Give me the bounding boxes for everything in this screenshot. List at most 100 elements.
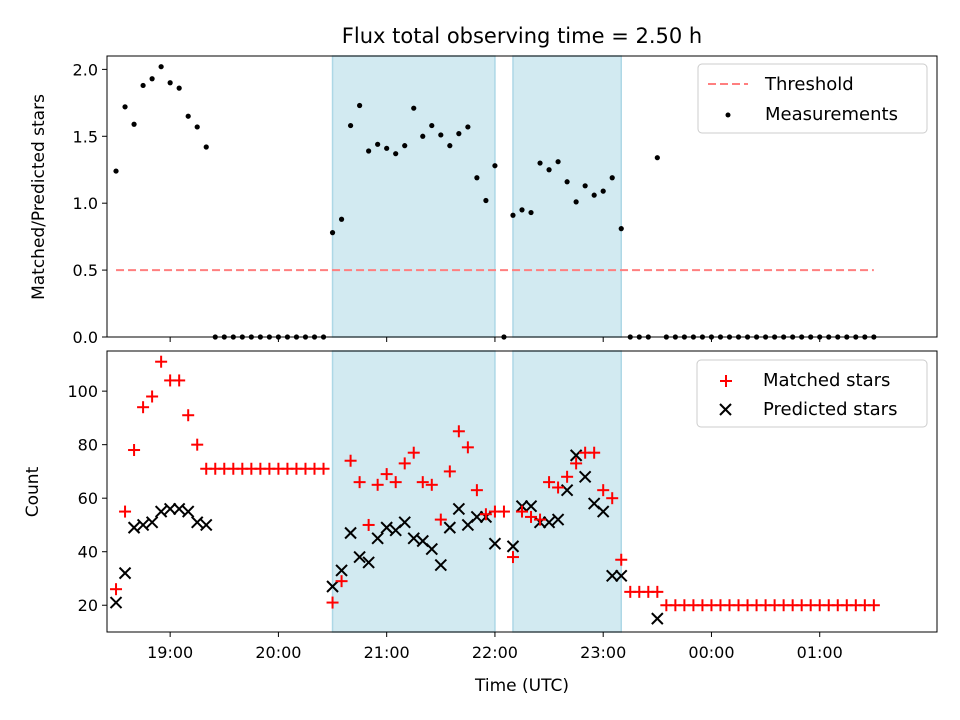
- matched-point: [470, 484, 483, 497]
- y-tick-label: 0.5: [73, 261, 98, 280]
- measurement-point: [582, 183, 588, 189]
- measurement-point: [492, 163, 498, 169]
- predicted-points: [109, 449, 664, 625]
- predicted-point: [127, 521, 141, 534]
- matched-point: [353, 476, 366, 489]
- predicted-point: [145, 516, 159, 529]
- top-observing-bands: [331, 55, 622, 338]
- y-tick-label: 0.0: [73, 328, 98, 347]
- matched-point: [452, 425, 465, 438]
- matched-point: [191, 438, 204, 451]
- matched-point: [182, 409, 195, 422]
- matched-points: [110, 355, 880, 612]
- measurement-point: [338, 216, 345, 222]
- matched-point: [443, 465, 456, 478]
- matched-point: [543, 476, 556, 489]
- measurement-point: [654, 155, 660, 161]
- measurement-point: [618, 226, 624, 232]
- matched-point: [416, 476, 429, 489]
- matched-point: [615, 553, 628, 566]
- matched-point: [155, 355, 168, 368]
- legend-predicted-label: Predicted stars: [763, 399, 897, 420]
- predicted-point: [353, 550, 366, 564]
- predicted-point: [596, 505, 610, 518]
- matched-point: [534, 513, 547, 526]
- top-legend: Threshold Measurements: [697, 63, 928, 134]
- legend-measurements-label: Measurements: [765, 104, 898, 125]
- observing-band: [512, 55, 622, 338]
- predicted-point: [615, 569, 628, 583]
- predicted-point: [524, 500, 538, 513]
- bottom-legend-box: [696, 359, 928, 428]
- matched-point: [561, 470, 574, 483]
- measurement-point: [131, 121, 137, 127]
- matched-point: [867, 599, 880, 612]
- matched-point: [588, 446, 601, 459]
- measurement-point: [564, 179, 570, 185]
- matched-point: [516, 505, 528, 518]
- predicted-point: [163, 502, 177, 516]
- matched-point: [335, 575, 348, 588]
- matched-point: [651, 585, 664, 598]
- predicted-point: [398, 516, 411, 529]
- matched-point: [344, 454, 357, 467]
- predicted-point: [154, 505, 168, 518]
- observing-band: [331, 55, 496, 338]
- measurement-point: [573, 199, 579, 205]
- measurement-point: [194, 124, 200, 130]
- matched-point: [389, 476, 402, 489]
- y-tick-label: 60: [78, 489, 98, 508]
- matched-point: [479, 508, 492, 521]
- matched-point: [362, 518, 375, 531]
- predicted-point: [326, 580, 339, 593]
- bottom-legend: Matched stars Predicted stars: [696, 359, 928, 428]
- predicted-point: [651, 612, 664, 625]
- matched-point: [570, 457, 583, 470]
- matched-point: [128, 444, 141, 457]
- matched-point: [380, 468, 393, 481]
- legend-matched-label: Matched stars: [763, 370, 890, 391]
- bottom-panel: 20 40 60 80 100 19:00 20:00 21:00 22:00 23:00 00:…: [23, 350, 938, 696]
- measurement-point: [537, 160, 543, 166]
- matched-point: [606, 492, 619, 505]
- matched-point: [407, 446, 420, 459]
- predicted-point: [434, 558, 448, 572]
- measurement-point: [357, 102, 363, 109]
- x-tick-label: 20:00: [255, 643, 301, 662]
- matched-point: [434, 513, 447, 526]
- matched-point: [552, 481, 565, 494]
- matched-point: [425, 478, 438, 491]
- measurement-point: [176, 85, 182, 91]
- matched-point: [146, 390, 159, 403]
- matched-point: [398, 457, 411, 470]
- measurement-point: [510, 212, 516, 218]
- predicted-point: [380, 521, 393, 534]
- measurement-point: [591, 192, 597, 198]
- measurement-point: [329, 230, 336, 236]
- predicted-point: [181, 505, 195, 518]
- y-tick-label: 1.0: [73, 194, 98, 213]
- top-legend-box: [697, 63, 928, 134]
- predicted-point: [344, 526, 357, 540]
- matched-point: [137, 401, 150, 414]
- x-tick-label: 19:00: [147, 643, 193, 662]
- top-y-axis-label: Matched/Predicted stars: [29, 94, 49, 300]
- predicted-point: [191, 516, 204, 529]
- x-axis-label: Time (UTC): [474, 676, 569, 696]
- legend-matched-swatch: [720, 375, 732, 387]
- matched-point: [597, 484, 610, 497]
- measurement-point: [366, 148, 372, 154]
- bottom-axes-frame: [106, 350, 938, 633]
- legend-measurements-swatch: [725, 112, 731, 118]
- y-tick-label: 2.0: [73, 60, 98, 79]
- predicted-point: [452, 502, 466, 516]
- observing-band: [331, 350, 496, 633]
- top-axes-frame: [106, 55, 938, 338]
- y-tick-label: 100: [67, 382, 98, 401]
- predicted-point: [335, 564, 348, 577]
- measurement-point: [149, 76, 155, 82]
- measurement-point: [483, 197, 489, 204]
- top-y-ticks: 0.0 0.5 1.0 1.5 2.0: [73, 60, 107, 347]
- measurement-point: [113, 168, 119, 174]
